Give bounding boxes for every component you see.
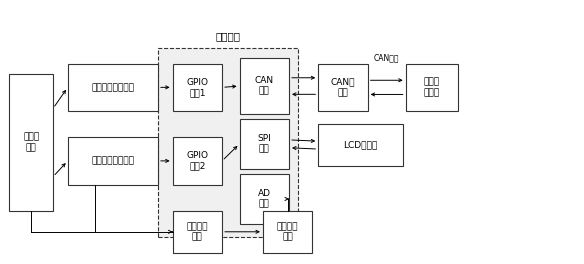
Text: AD
模块: AD 模块 [258,189,271,209]
FancyBboxPatch shape [263,211,312,253]
Text: CAN
模块: CAN 模块 [255,76,274,96]
Text: 微控制器: 微控制器 [215,31,241,41]
FancyBboxPatch shape [172,137,222,185]
Text: SPI
模块: SPI 模块 [258,134,271,154]
Text: GPIO
模块2: GPIO 模块2 [186,151,208,171]
Text: 运算放大
电路: 运算放大 电路 [186,222,208,242]
FancyBboxPatch shape [68,137,158,185]
Text: 正极绝缘开关电路: 正极绝缘开关电路 [91,83,134,92]
Text: 负极绝缘开关电路: 负极绝缘开关电路 [91,156,134,165]
FancyBboxPatch shape [68,64,158,111]
FancyBboxPatch shape [318,124,403,166]
Text: 电压隔离
电路: 电压隔离 电路 [277,222,298,242]
Text: GPIO
模块1: GPIO 模块1 [186,78,208,97]
FancyBboxPatch shape [239,174,289,224]
FancyBboxPatch shape [239,119,289,169]
Text: CAN收
发器: CAN收 发器 [331,78,355,97]
FancyBboxPatch shape [239,58,289,114]
FancyBboxPatch shape [9,74,53,211]
Text: CAN总线: CAN总线 [374,53,399,62]
Text: LCD显示屏: LCD显示屏 [343,141,378,150]
FancyBboxPatch shape [158,48,298,237]
FancyBboxPatch shape [318,64,368,111]
FancyBboxPatch shape [406,64,458,111]
FancyBboxPatch shape [172,64,222,111]
Text: 电池管
理系统: 电池管 理系统 [424,78,440,97]
FancyBboxPatch shape [172,211,222,253]
Text: 高压电
池组: 高压电 池组 [23,133,39,152]
